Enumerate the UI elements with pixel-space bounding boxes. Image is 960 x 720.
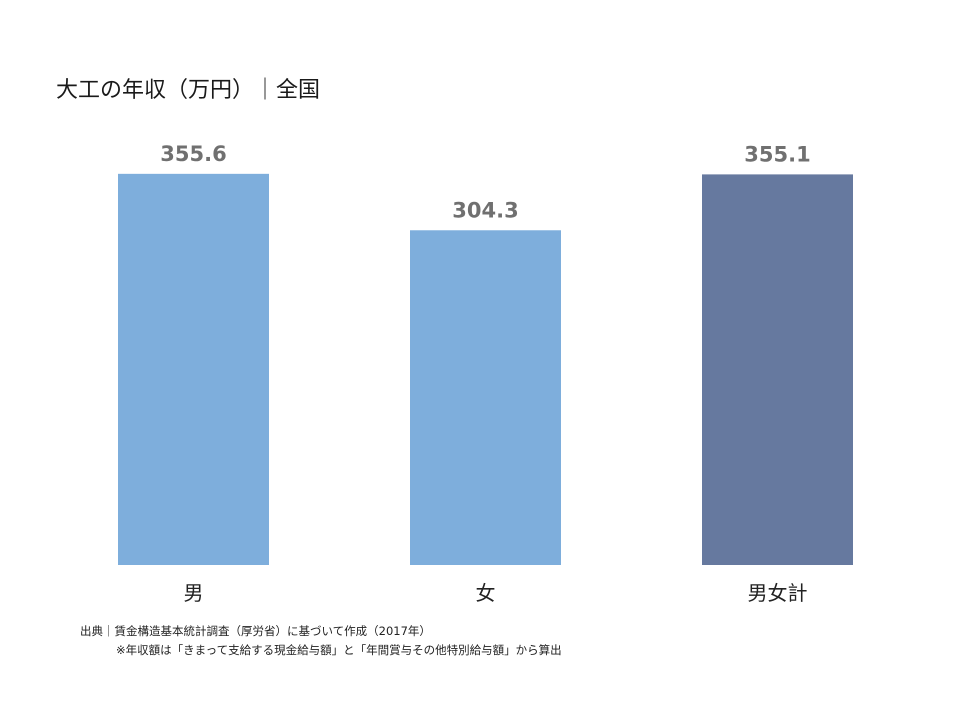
value-label-3: 355.1 xyxy=(744,142,810,166)
category-label-2: 女 xyxy=(476,581,496,605)
category-label-1: 男 xyxy=(184,581,204,605)
bar-1 xyxy=(118,173,269,565)
source-footnote: ※年収額は「きまって支給する現金給与額」と「年間賞与その他特別給与額」から算出 xyxy=(116,643,562,657)
value-labels-group: 355.6 304.3 355.1 xyxy=(160,142,810,222)
bar-3 xyxy=(702,174,853,565)
bars-group xyxy=(118,173,853,565)
bar-2 xyxy=(410,230,561,565)
chart-title: 大工の年収（万円）｜全国 xyxy=(56,78,321,103)
source-note: 出典｜賃金構造基本統計調査（厚労省）に基づいて作成（2017年） ※年収額は「き… xyxy=(80,622,562,660)
source-line: 出典｜賃金構造基本統計調査（厚労省）に基づいて作成（2017年） xyxy=(80,624,431,638)
category-labels-group: 男 女 男女計 xyxy=(184,581,808,605)
value-label-2: 304.3 xyxy=(452,198,518,222)
value-label-1: 355.6 xyxy=(160,142,226,166)
category-label-3: 男女計 xyxy=(748,581,808,605)
